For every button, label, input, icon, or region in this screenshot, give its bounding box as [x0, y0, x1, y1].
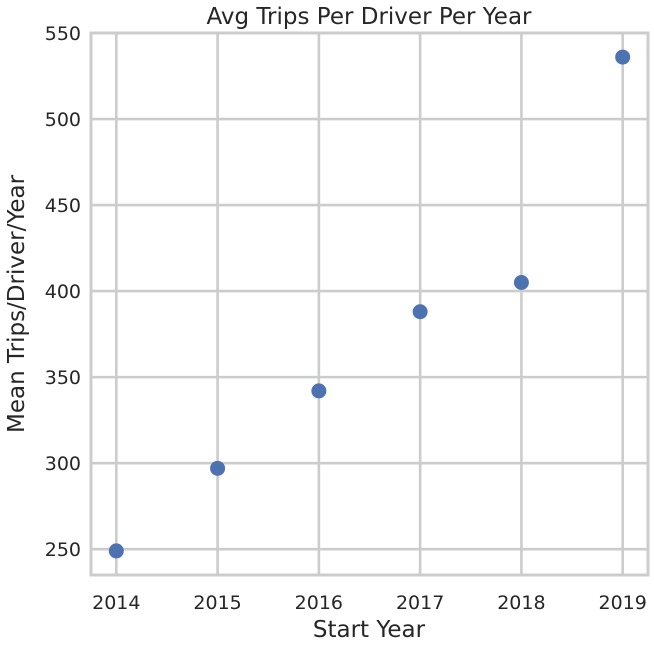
x-tick-label: 2017 [396, 592, 444, 614]
x-tick-label: 2014 [92, 592, 140, 614]
tick-labels: 2014 2015 2016 2017 2018 2019 250 300 350 400 450 5… [45, 23, 647, 614]
plot-frame [89, 31, 650, 577]
y-tick-label: 350 [45, 367, 81, 389]
x-axis-label: Start Year [313, 617, 426, 643]
data-point [615, 49, 631, 65]
data-points [108, 49, 631, 559]
x-tick-label: 2015 [193, 592, 241, 614]
x-tick-label: 2019 [599, 592, 647, 614]
y-tick-label: 400 [45, 281, 81, 303]
chart-title: Avg Trips Per Driver Per Year [206, 4, 532, 30]
y-tick-label: 450 [45, 195, 81, 217]
data-point [108, 543, 124, 559]
x-tick-label: 2016 [295, 592, 343, 614]
data-point [513, 274, 529, 290]
grid-lines [91, 31, 648, 575]
data-point [210, 460, 226, 476]
data-point [311, 383, 327, 399]
y-tick-label: 300 [45, 453, 81, 475]
y-tick-label: 250 [45, 539, 81, 561]
data-point [412, 304, 428, 320]
y-tick-label: 500 [45, 109, 81, 131]
y-axis-label: Mean Trips/Driver/Year [4, 174, 30, 433]
x-tick-label: 2018 [497, 592, 545, 614]
y-tick-label: 550 [45, 23, 81, 45]
